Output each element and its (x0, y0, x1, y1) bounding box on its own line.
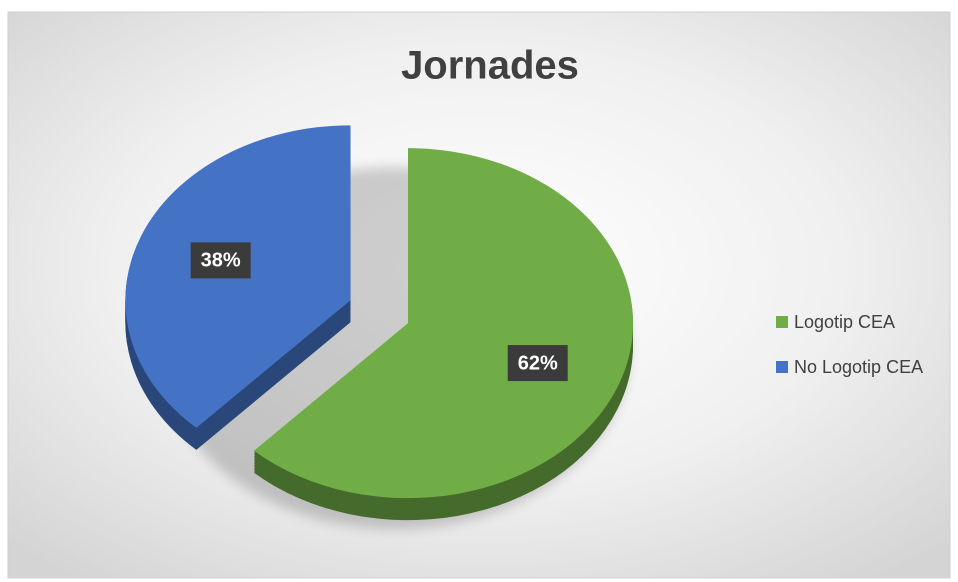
legend-label: Logotip CEA (794, 312, 895, 332)
data-labels: 62% 38% (190, 242, 568, 382)
data-label-box (507, 345, 568, 382)
legend-swatch (776, 361, 788, 373)
legend-label: No Logotip CEA (794, 357, 923, 377)
data-label-box (190, 242, 251, 279)
data-label: 38% (201, 250, 241, 272)
pie (125, 125, 634, 529)
legend-swatch (776, 316, 788, 328)
legend: Logotip CEA No Logotip CEA (776, 312, 923, 377)
slice (253, 148, 634, 499)
chart-title: Jornades (401, 44, 579, 88)
data-label: 62% (518, 352, 558, 374)
